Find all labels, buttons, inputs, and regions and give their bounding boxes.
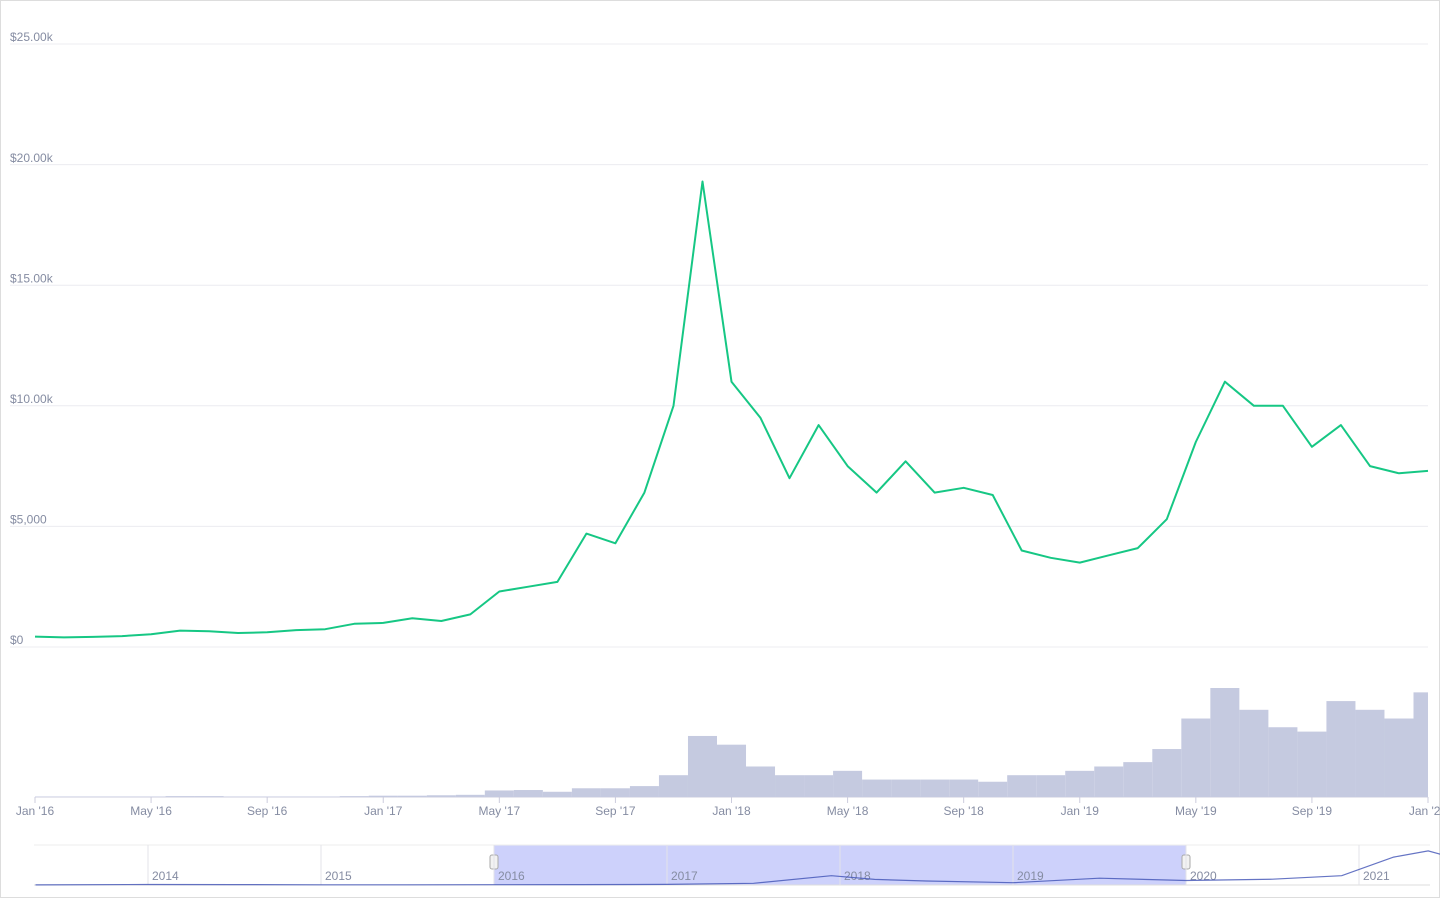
volume-bar [716,744,747,797]
volume-bar [978,781,1008,797]
volume-bar [1152,749,1182,797]
volume-bar [1036,775,1066,797]
volume-bar [949,779,979,797]
y-tick-label: $25.00k [10,30,54,44]
volume-bar [1123,762,1153,797]
x-tick-label: Jan '16 [16,804,55,818]
volume-bar [455,794,485,797]
volume-bar [600,788,630,797]
x-tick-label: May '18 [827,804,869,818]
volume-bar [1413,692,1428,797]
volume-bar [833,770,863,797]
x-tick-label: Sep '16 [247,804,288,818]
volume-bar [542,791,572,797]
volume-bar [920,779,950,797]
volume-bar [687,735,717,797]
volume-bar [1007,775,1037,797]
x-tick-label: Sep '18 [944,804,985,818]
y-tick-label: $20.00k [10,151,54,165]
volume-bar [746,766,776,797]
volume-bar [1065,770,1095,797]
volume-bar [194,796,224,797]
x-tick-label: Jan '20 [1409,804,1440,818]
volume-bar [1268,727,1298,797]
volume-bar [1326,701,1356,797]
volume-bar [1355,709,1385,797]
volume-bar [165,796,195,797]
volume-bar [339,796,369,797]
y-tick-label: $0 [10,633,24,647]
volume-bar [513,790,543,797]
volume-bar [1297,731,1327,797]
price-line [34,180,1429,639]
navigator-tick-label: 2021 [1363,869,1390,883]
x-tick-label: Sep '17 [595,804,636,818]
y-tick-label: $5,000 [10,513,47,527]
x-tick-label: Jan '17 [364,804,403,818]
volume-bar [629,786,659,797]
y-tick-label: $10.00k [10,392,54,406]
x-tick-label: Sep '19 [1292,804,1333,818]
volume-bar [1094,766,1124,797]
volume-bar [804,775,834,797]
navigator-tick-label: 2020 [1190,869,1217,883]
volume-bar [426,795,456,797]
x-tick-label: May '16 [130,804,172,818]
y-tick-label: $15.00k [10,271,54,285]
x-tick-label: May '17 [479,804,521,818]
volume-bar [1181,718,1211,797]
x-tick-label: May '19 [1175,804,1217,818]
x-tick-label: Jan '18 [712,804,751,818]
volume-bar [862,779,892,797]
volume-bar [368,795,398,797]
navigator-tick-label: 2015 [325,869,352,883]
x-tick-label: Jan '19 [1061,804,1100,818]
volume-bar [397,795,427,797]
navigator-tick-label: 2019 [1017,869,1044,883]
volume-bar [484,790,514,797]
volume-bar [571,788,601,797]
volume-bar [1210,688,1240,797]
volume-bar [1239,709,1269,797]
navigator-line [35,850,1440,886]
navigator-tick-label: 2018 [844,869,871,883]
volume-bar [775,775,805,797]
volume-bar [658,775,688,797]
navigator-tick-label: 2017 [671,869,698,883]
navigator-tick-label: 2014 [152,869,179,883]
volume-bar [1384,718,1414,797]
volume-bar [891,779,921,797]
navigator-tick-label: 2016 [498,869,525,883]
